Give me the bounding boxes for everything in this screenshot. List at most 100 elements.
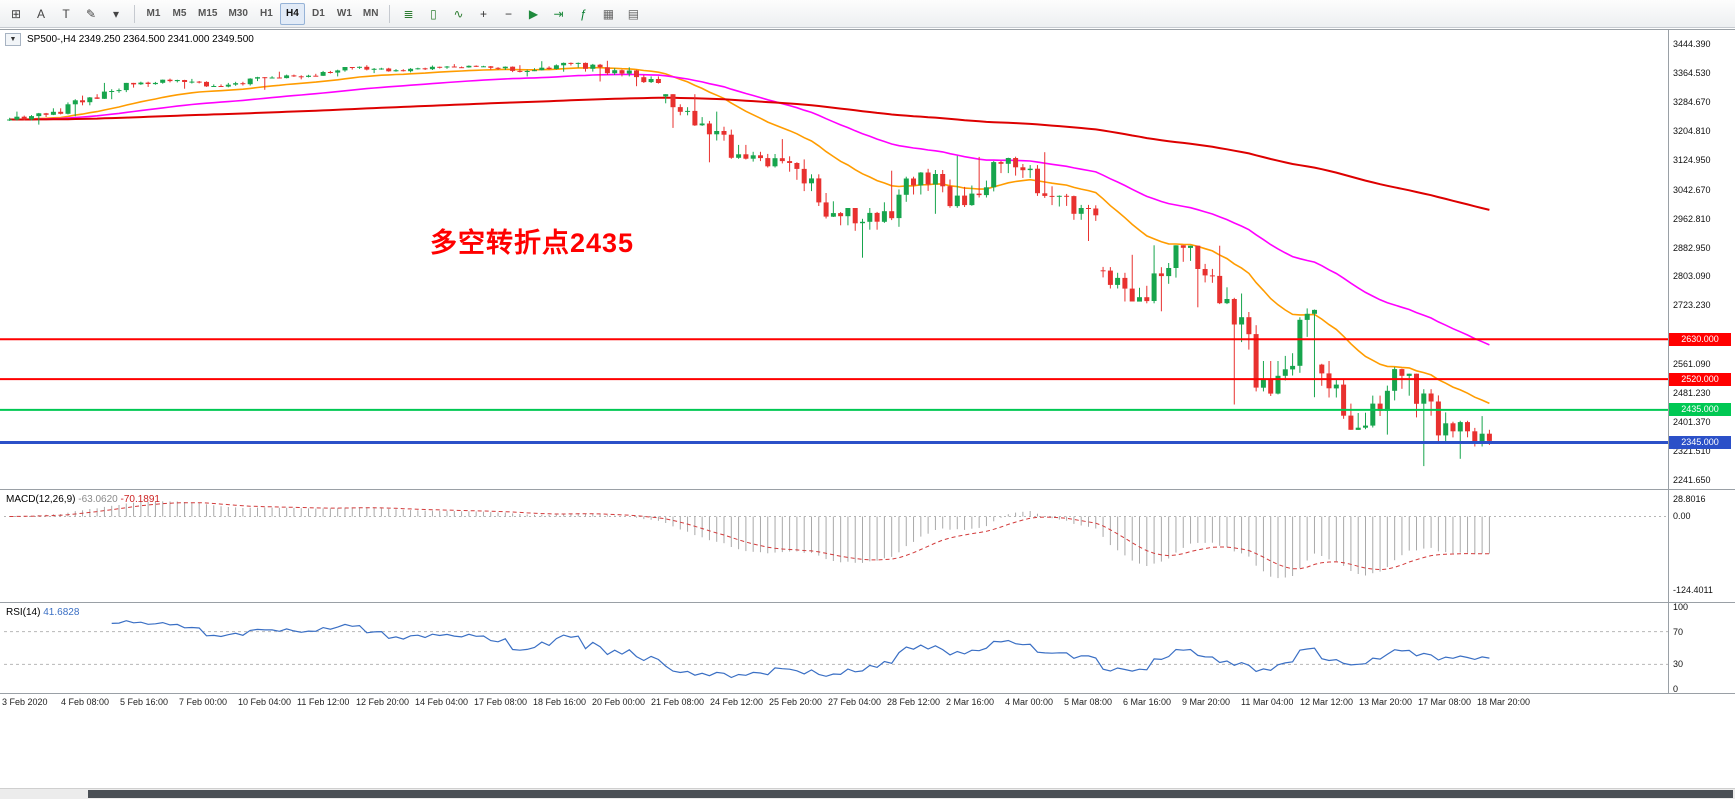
time-axis-label: 25 Feb 20:00 (769, 697, 823, 707)
time-axis-label: 6 Mar 16:00 (1123, 697, 1172, 707)
timeframe-W1[interactable]: W1 (332, 3, 357, 25)
time-axis-label: 20 Feb 00:00 (592, 697, 646, 707)
chart-annotation-text[interactable]: 多空转折点2435 (430, 228, 635, 258)
timeframe-M30[interactable]: M30 (223, 3, 252, 25)
one-click-trading-toggle[interactable]: ▼ (5, 33, 21, 46)
slow-ma-line (9, 96, 1490, 211)
rsi-axis-label: 70 (1673, 626, 1684, 637)
price-axis-label: 2723.230 (1673, 300, 1711, 311)
scrollbar-thumb[interactable] (88, 790, 1733, 798)
zoom-in-icon[interactable]: + (471, 3, 495, 25)
rsi-line (111, 620, 1490, 679)
rsi-axis-label: 0 (1673, 684, 1679, 694)
time-axis-label: 11 Feb 12:00 (297, 697, 350, 707)
time-axis-label: 9 Mar 20:00 (1182, 697, 1231, 707)
line-chart-icon[interactable]: ∿ (446, 3, 470, 25)
price-tag-2520.000: 2520.000 (1669, 372, 1731, 386)
time-axis-label: 24 Feb 12:00 (710, 697, 764, 707)
macd-axis-label: 28.8016 (1673, 494, 1706, 505)
timeframe-D1[interactable]: D1 (306, 3, 331, 25)
macd-histogram (16, 501, 1490, 579)
time-axis-label: 3 Feb 2020 (2, 697, 48, 707)
label-tool-icon[interactable]: T (54, 3, 78, 25)
time-axis-label: 4 Feb 08:00 (61, 697, 110, 707)
time-axis-label: 28 Feb 12:00 (887, 697, 941, 707)
timeframe-H4[interactable]: H4 (279, 2, 305, 25)
time-axis-label: 2 Mar 16:00 (946, 697, 995, 707)
time-axis-label: 12 Mar 12:00 (1300, 697, 1354, 707)
macd-indicator-label: MACD(12,26,9) -63.0620 -70.1891 (6, 494, 160, 505)
macd-axis-label: -124.4011 (1673, 584, 1713, 595)
draw-tools-dropdown-icon[interactable]: ▾ (104, 3, 128, 25)
time-axis-label: 10 Feb 04:00 (238, 697, 292, 707)
price-axis-label: 2962.810 (1673, 213, 1711, 224)
symbol-ohlc-text: SP500-,H4 2349.250 2364.500 2341.000 234… (27, 34, 254, 45)
candlestick-chart-icon[interactable]: ▯ (421, 3, 445, 25)
indicators-icon[interactable]: ƒ (571, 3, 595, 25)
rsi-value: 41.6828 (43, 607, 80, 618)
timeframe-MN[interactable]: MN (358, 3, 384, 25)
cursor-tool-icon[interactable]: ⊞ (4, 3, 28, 25)
toolbar-separator (389, 4, 391, 23)
time-axis-label: 5 Feb 16:00 (120, 697, 169, 707)
chart-shift-icon[interactable]: ⇥ (546, 3, 570, 25)
price-axis-label: 2481.230 (1673, 388, 1711, 399)
templates-icon[interactable]: ▦ (596, 3, 620, 25)
time-axis-label: 27 Feb 04:00 (828, 697, 882, 707)
auto-scroll-icon[interactable]: ▶ (521, 3, 545, 25)
text-tool-icon[interactable]: A (29, 3, 53, 25)
fast-ma-line (9, 66, 1490, 405)
time-axis-label: 18 Mar 20:00 (1477, 697, 1531, 707)
price-axis-label: 3284.670 (1673, 96, 1711, 107)
rsi-axis-label: 100 (1673, 602, 1689, 612)
time-axis-label: 7 Feb 00:00 (179, 697, 228, 707)
macd-axis-label: 0.00 (1673, 511, 1691, 522)
toolbar: ⊞ A T ✎ ▾ M1 M5 M15 M30 H1 H4 D1 W1 MN ≣ ▯ ∿ + − ▶ ⇥ ƒ ▦ ▤ (0, 0, 1735, 28)
timeframe-M5[interactable]: M5 (167, 3, 192, 25)
time-axis-label: 11 Mar 04:00 (1241, 697, 1294, 707)
price-tag-2435.000: 2435.000 (1669, 403, 1731, 417)
price-axis-label: 2561.090 (1673, 359, 1711, 370)
macd-value: -63.0620 (78, 494, 118, 505)
price-tag-2630.000: 2630.000 (1669, 332, 1731, 346)
timeframe-M15[interactable]: M15 (193, 3, 222, 25)
timeframe-M1[interactable]: M1 (141, 3, 166, 25)
time-axis-label: 21 Feb 08:00 (651, 697, 705, 707)
mid-ma-line (9, 73, 1490, 346)
macd-name: MACD(12,26,9) (6, 494, 76, 505)
macd-signal-line (9, 502, 1490, 571)
macd-signal-value: -70.1891 (120, 494, 160, 505)
time-axis-label: 12 Feb 20:00 (356, 697, 410, 707)
grid-icon[interactable]: ▤ (621, 3, 645, 25)
price-axis-label: 2321.510 (1673, 446, 1711, 457)
time-axis-label: 14 Feb 04:00 (415, 697, 469, 707)
time-axis-label: 4 Mar 00:00 (1005, 697, 1054, 707)
time-axis-label: 17 Feb 08:00 (474, 697, 528, 707)
price-axis-label: 3204.810 (1673, 125, 1711, 136)
zoom-out-icon[interactable]: − (496, 3, 520, 25)
toolbar-separator (134, 4, 135, 23)
price-axis-label: 2882.950 (1673, 242, 1711, 253)
draw-tools-icon[interactable]: ✎ (79, 3, 103, 25)
price-tag-2345.000: 2345.000 (1669, 436, 1731, 450)
time-axis-label: 18 Feb 16:00 (533, 697, 587, 707)
price-axis-label: 3444.390 (1673, 39, 1711, 49)
price-axis-label: 2401.370 (1673, 417, 1711, 428)
bar-chart-icon[interactable]: ≣ (396, 3, 420, 25)
rsi-axis-label: 30 (1673, 659, 1684, 670)
price-axis-label: 3042.670 (1673, 184, 1711, 195)
candles-layer (7, 60, 1492, 467)
symbol-ohlc-line: ▼ SP500-,H4 2349.250 2364.500 2341.000 2… (5, 33, 254, 46)
time-axis-label: 5 Mar 08:00 (1064, 697, 1113, 707)
rsi-indicator-label: RSI(14) 41.6828 (6, 607, 79, 618)
price-axis-label: 3124.950 (1673, 154, 1711, 165)
rsi-name: RSI(14) (6, 607, 41, 618)
timeframe-H1[interactable]: H1 (254, 3, 279, 25)
time-axis-label: 17 Mar 08:00 (1418, 697, 1472, 707)
price-axis-label: 2241.650 (1673, 475, 1711, 485)
horizontal-scrollbar[interactable] (0, 788, 1735, 799)
time-axis-label: 13 Mar 20:00 (1359, 697, 1413, 707)
price-axis-label: 2803.090 (1673, 271, 1711, 282)
